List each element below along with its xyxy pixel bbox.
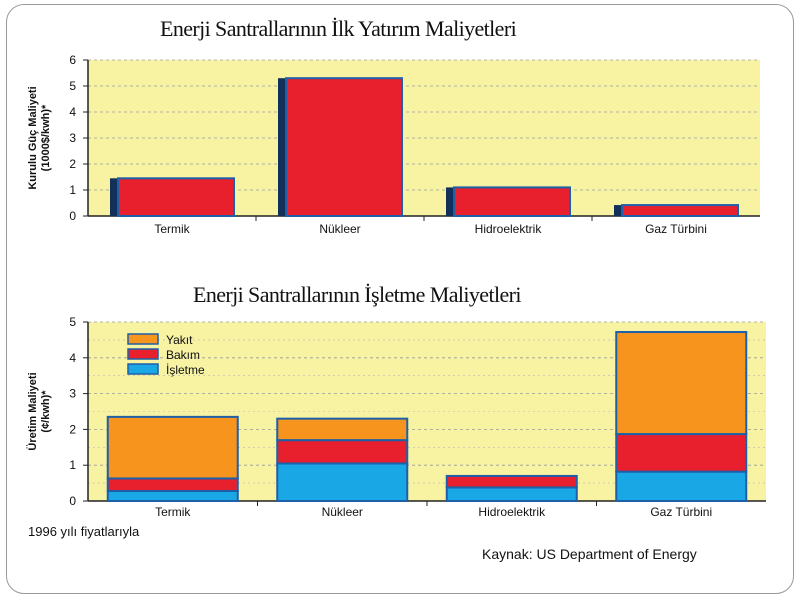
- bar-4-segment-1: [615, 470, 748, 503]
- bar-side: [614, 205, 622, 216]
- category-label: Gaz Türbini: [645, 222, 707, 236]
- legend-label: Yakıt: [166, 333, 193, 347]
- investment-cost-chart: 0 1 2 3 4 5 6 Termik Nükleer Hidroelektrik Gaz Tür…: [27, 53, 760, 236]
- y-tick-label: 3: [69, 131, 76, 145]
- bar-4-segment-2: [615, 433, 748, 473]
- y-tick-label: 1: [69, 183, 76, 197]
- y-tick-label: 5: [69, 79, 76, 93]
- bar-side: [278, 78, 286, 216]
- bar-2-segment-3: [276, 417, 409, 442]
- bar-3-segment-2: [445, 474, 578, 489]
- y-tick-label: 3: [69, 387, 76, 401]
- bar-2-segment-1: [276, 462, 409, 503]
- bar-side: [446, 187, 454, 216]
- y-tick-label: 0: [69, 209, 76, 223]
- y-tick-label: 0: [69, 494, 76, 508]
- y-tick-label: 1: [69, 458, 76, 472]
- y-tick-label: 2: [69, 422, 76, 436]
- bar-2-segment-2: [276, 439, 409, 465]
- category-label: Termik: [155, 505, 191, 519]
- category-label: Nükleer: [319, 222, 360, 236]
- chart1-title: Enerji Santrallarının İlk Yatırım Maliye…: [160, 16, 517, 41]
- bar-side: [110, 178, 118, 216]
- bar-1-segment-2: [106, 477, 239, 492]
- bar-3-segment-1: [445, 486, 578, 502]
- category-label: Nükleer: [322, 505, 363, 519]
- category-label: Hidroelektrik: [475, 222, 543, 236]
- category-label: Hidroelektrik: [478, 505, 546, 519]
- y-tick-label: 5: [69, 315, 76, 329]
- y-tick-label: 4: [69, 351, 76, 365]
- bar-1-segment-3: [106, 415, 239, 480]
- category-label: Gaz Türbini: [650, 505, 712, 519]
- legend-label: İşletme: [166, 363, 205, 377]
- legend-swatch: [127, 348, 159, 360]
- y-axis-label: (1000$/kwh)*: [40, 104, 52, 171]
- y-tick-label: 2: [69, 157, 76, 171]
- legend-label: Bakım: [166, 348, 200, 362]
- legend-swatch: [127, 333, 159, 345]
- bar-2: [285, 77, 403, 217]
- chart2-title: Enerji Santrallarının İşletme Maliyetler…: [193, 282, 522, 307]
- y-axis-label: Üretim Maliyeti: [26, 372, 39, 450]
- y-axis-label: Kurulu Güç Maliyeti: [27, 86, 39, 189]
- bar-4: [621, 204, 739, 218]
- y-axis-label: (¢/kwh)*: [40, 390, 52, 433]
- bar-4-segment-3: [615, 331, 748, 436]
- price-year-note: 1996 yılı fiyatlarıyla: [28, 524, 140, 539]
- bar-1-segment-1: [106, 489, 239, 503]
- category-label: Termik: [154, 222, 190, 236]
- bar-3: [453, 186, 571, 217]
- y-tick-label: 6: [69, 53, 76, 67]
- legend-swatch: [127, 363, 159, 375]
- bar-1: [117, 177, 235, 218]
- source-note: Kaynak: US Department of Energy: [482, 546, 697, 562]
- operating-cost-chart: 0 1 2 3 4 5 Termik Nükleer Hidroelektrik Gaz Türb…: [26, 315, 766, 519]
- y-tick-label: 4: [69, 105, 76, 119]
